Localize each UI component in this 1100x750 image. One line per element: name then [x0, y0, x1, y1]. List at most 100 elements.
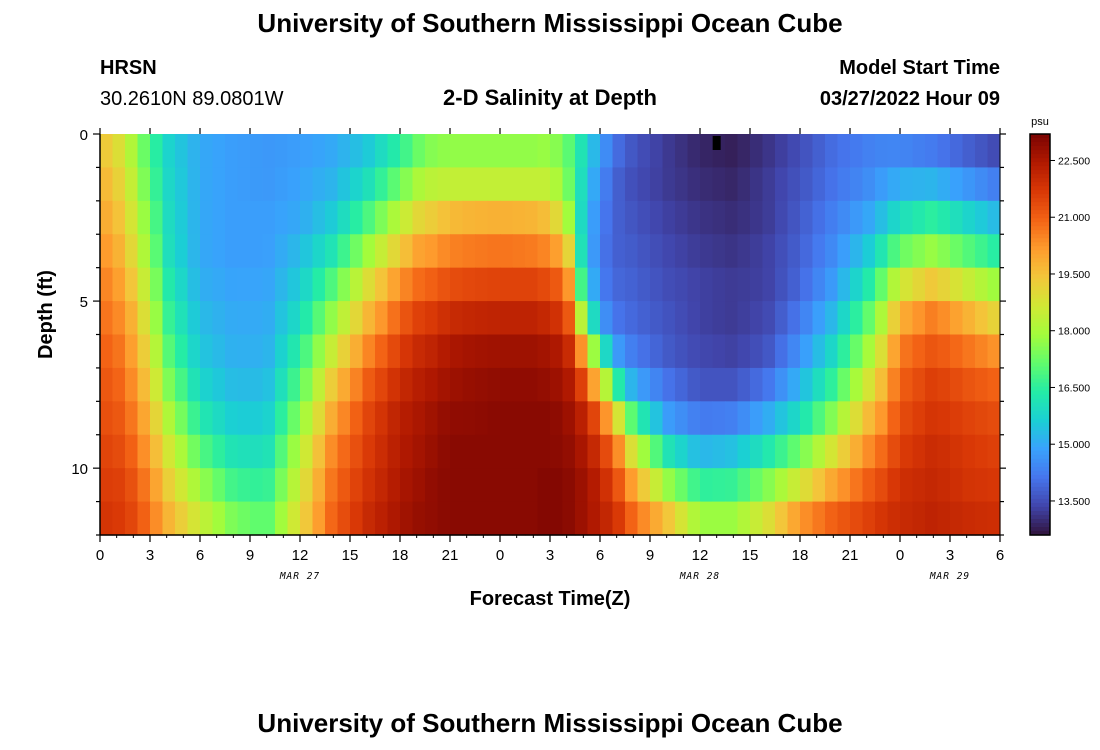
- heatmap-cell: [225, 134, 239, 169]
- heatmap-cell: [250, 234, 264, 269]
- colorbar-segment: [1030, 334, 1050, 340]
- heatmap-cell: [262, 501, 276, 536]
- heatmap-cell: [587, 234, 601, 269]
- heatmap-cell: [225, 167, 239, 202]
- heatmap-cell: [287, 301, 301, 336]
- heatmap-cell: [487, 367, 501, 402]
- heatmap-cell: [600, 267, 614, 302]
- heatmap-cell: [612, 434, 626, 469]
- heatmap-cell: [650, 301, 664, 336]
- heatmap-cell: [862, 234, 876, 269]
- heatmap-cell: [487, 200, 501, 235]
- heatmap-cell: [287, 501, 301, 536]
- heatmap-cell: [325, 468, 339, 503]
- heatmap-cell: [425, 200, 439, 235]
- heatmap-cell: [800, 267, 814, 302]
- heatmap-cell: [875, 200, 889, 235]
- heatmap-cell: [387, 334, 401, 369]
- heatmap-cell: [750, 267, 764, 302]
- heatmap-cell: [787, 501, 801, 536]
- heatmap-cell: [612, 167, 626, 202]
- heatmap-cell: [162, 367, 176, 402]
- heatmap-cell: [850, 367, 864, 402]
- heatmap-cell: [125, 501, 139, 536]
- heatmap-cell: [400, 401, 414, 436]
- heatmap-cell: [950, 468, 964, 503]
- model-start-label: Model Start Time: [839, 57, 1000, 79]
- heatmap-cell: [925, 167, 939, 202]
- heatmap-cell: [800, 301, 814, 336]
- heatmap-cell: [837, 401, 851, 436]
- heatmap-cell: [737, 234, 751, 269]
- colorbar-segment: [1030, 462, 1050, 468]
- x-tick-label: 6: [596, 547, 604, 564]
- heatmap-cell: [937, 267, 951, 302]
- heatmap-cell: [387, 234, 401, 269]
- heatmap-cell: [812, 301, 826, 336]
- heatmap-cell: [150, 167, 164, 202]
- heatmap-cell: [225, 234, 239, 269]
- heatmap-cell: [275, 200, 289, 235]
- colorbar-segment: [1030, 314, 1050, 320]
- heatmap-cell: [887, 267, 901, 302]
- heatmap-cell: [362, 234, 376, 269]
- heatmap-cell: [162, 334, 176, 369]
- heatmap-cell: [825, 134, 839, 169]
- heatmap-cell: [112, 434, 126, 469]
- heatmap-cell: [350, 468, 364, 503]
- heatmap-cell: [475, 501, 489, 536]
- heatmap-cell: [987, 468, 1001, 503]
- heatmap-cell: [225, 434, 239, 469]
- heatmap-cell: [950, 301, 964, 336]
- colorbar-segment: [1030, 450, 1050, 456]
- heatmap-cell: [112, 167, 126, 202]
- heatmap-cell: [762, 334, 776, 369]
- date-label: MAR 29: [929, 571, 970, 582]
- heatmap-cell: [637, 501, 651, 536]
- heatmap-cell: [975, 301, 989, 336]
- heatmap-cell: [637, 334, 651, 369]
- heatmap-cell: [162, 301, 176, 336]
- model-start-value: 03/27/2022 Hour 09: [819, 88, 1000, 110]
- colorbar-segment: [1030, 530, 1050, 536]
- heatmap-cell: [987, 267, 1001, 302]
- colorbar-tick-label: 16.500: [1058, 382, 1090, 394]
- heatmap-cell: [650, 401, 664, 436]
- heatmap-cell: [100, 134, 114, 169]
- heatmap-cell: [850, 501, 864, 536]
- heatmap-cell: [137, 167, 151, 202]
- heatmap-cell: [700, 200, 714, 235]
- heatmap-cell: [487, 434, 501, 469]
- heatmap-cell: [487, 501, 501, 536]
- heatmap-cell: [912, 434, 926, 469]
- heatmap-cell: [750, 401, 764, 436]
- heatmap-cell: [225, 367, 239, 402]
- y-axis-label: Depth (ft): [35, 270, 57, 359]
- heatmap-cell: [950, 134, 964, 169]
- heatmap-cell: [712, 301, 726, 336]
- heatmap-cell: [250, 200, 264, 235]
- colorbar-segment: [1030, 494, 1050, 500]
- heatmap-cell: [312, 167, 326, 202]
- heatmap-cell: [712, 501, 726, 536]
- heatmap-cell: [262, 401, 276, 436]
- heatmap-cell: [600, 468, 614, 503]
- heatmap-cell: [675, 434, 689, 469]
- heatmap-cell: [637, 301, 651, 336]
- colorbar-segment: [1030, 418, 1050, 424]
- colorbar-segment: [1030, 338, 1050, 344]
- heatmap-cell: [637, 267, 651, 302]
- colorbar-segment: [1030, 470, 1050, 476]
- heatmap-cell: [475, 167, 489, 202]
- heatmap-cell: [412, 167, 426, 202]
- heatmap-cell: [137, 367, 151, 402]
- heatmap-cell: [212, 267, 226, 302]
- heatmap-cell: [675, 301, 689, 336]
- heatmap-cell: [537, 334, 551, 369]
- heatmap-cell: [450, 334, 464, 369]
- heatmap-cell: [262, 434, 276, 469]
- heatmap-cell: [662, 234, 676, 269]
- heatmap-cell: [700, 301, 714, 336]
- heatmap-cell: [287, 200, 301, 235]
- heatmap-cell: [137, 468, 151, 503]
